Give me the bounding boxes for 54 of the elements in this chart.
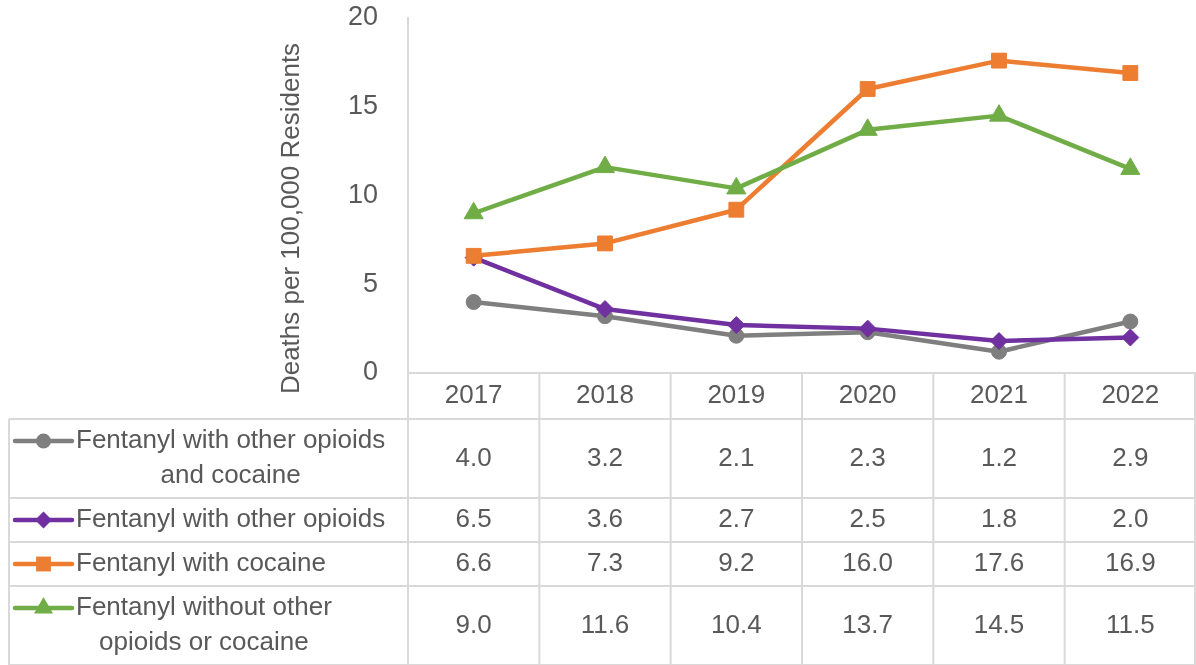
point (859, 81, 876, 97)
point (988, 104, 1010, 122)
point (465, 294, 482, 310)
legend-label: Fentanyl with other opioids (75, 503, 386, 534)
data-label: 13.7 (842, 608, 893, 639)
x-tick-label: 2019 (707, 378, 766, 409)
data-label: 6.5 (455, 503, 492, 534)
legend-label: Fentanyl with cocaine (76, 547, 327, 578)
y-axis-title: Deaths per 100,000 Residents (275, 42, 306, 395)
data-label: 2.0 (1112, 503, 1149, 534)
data-label: 9.0 (455, 608, 492, 639)
data-label: 2.1 (718, 441, 755, 472)
point (1122, 65, 1139, 81)
x-tick-label: 2021 (970, 378, 1028, 409)
y-tick-label: 0 (362, 356, 378, 387)
data-label: 2.5 (849, 503, 886, 534)
point (1121, 328, 1140, 347)
legend-label: Fentanyl without other opioids or cocaine (76, 591, 333, 657)
point (991, 52, 1007, 69)
point (858, 319, 877, 338)
data-label: 11.5 (1105, 608, 1155, 639)
data-label: 16.9 (1105, 547, 1156, 578)
data-label: 2.9 (1112, 441, 1149, 472)
y-tick-label: 5 (362, 267, 378, 298)
data-label: 17.6 (973, 547, 1025, 578)
point (594, 155, 616, 174)
point (597, 235, 613, 252)
point (728, 201, 745, 218)
data-label: 14.5 (973, 608, 1025, 639)
data-label: 3.6 (586, 503, 624, 534)
x-tick-label: 2017 (444, 378, 503, 409)
x-tick-label: 2020 (838, 378, 897, 409)
data-label: 6.6 (455, 547, 492, 578)
x-tick-label: 2022 (1101, 378, 1160, 409)
data-label: 9.2 (718, 547, 755, 578)
data-label: 1.8 (980, 503, 1018, 534)
y-tick-label: 10 (347, 178, 378, 209)
data-label: 7.3 (586, 547, 624, 578)
data-label: 4.0 (455, 441, 492, 472)
data-label: 1.2 (980, 441, 1018, 472)
point (857, 118, 878, 136)
data-label: 2.7 (718, 503, 755, 534)
data-label: 3.2 (586, 441, 624, 472)
x-tick-label: 2018 (576, 378, 634, 409)
data-label: 2.3 (849, 441, 886, 472)
y-tick-label: 20 (347, 1, 378, 32)
data-label: 16.0 (842, 547, 893, 578)
legend-label: Fentanyl with other opioids and cocaine (75, 424, 386, 490)
data-label: 11.6 (580, 608, 630, 639)
data-label: 10.4 (711, 608, 762, 639)
point (596, 300, 614, 319)
point (990, 332, 1008, 351)
point (1122, 313, 1139, 330)
y-tick-label: 15 (347, 90, 378, 121)
